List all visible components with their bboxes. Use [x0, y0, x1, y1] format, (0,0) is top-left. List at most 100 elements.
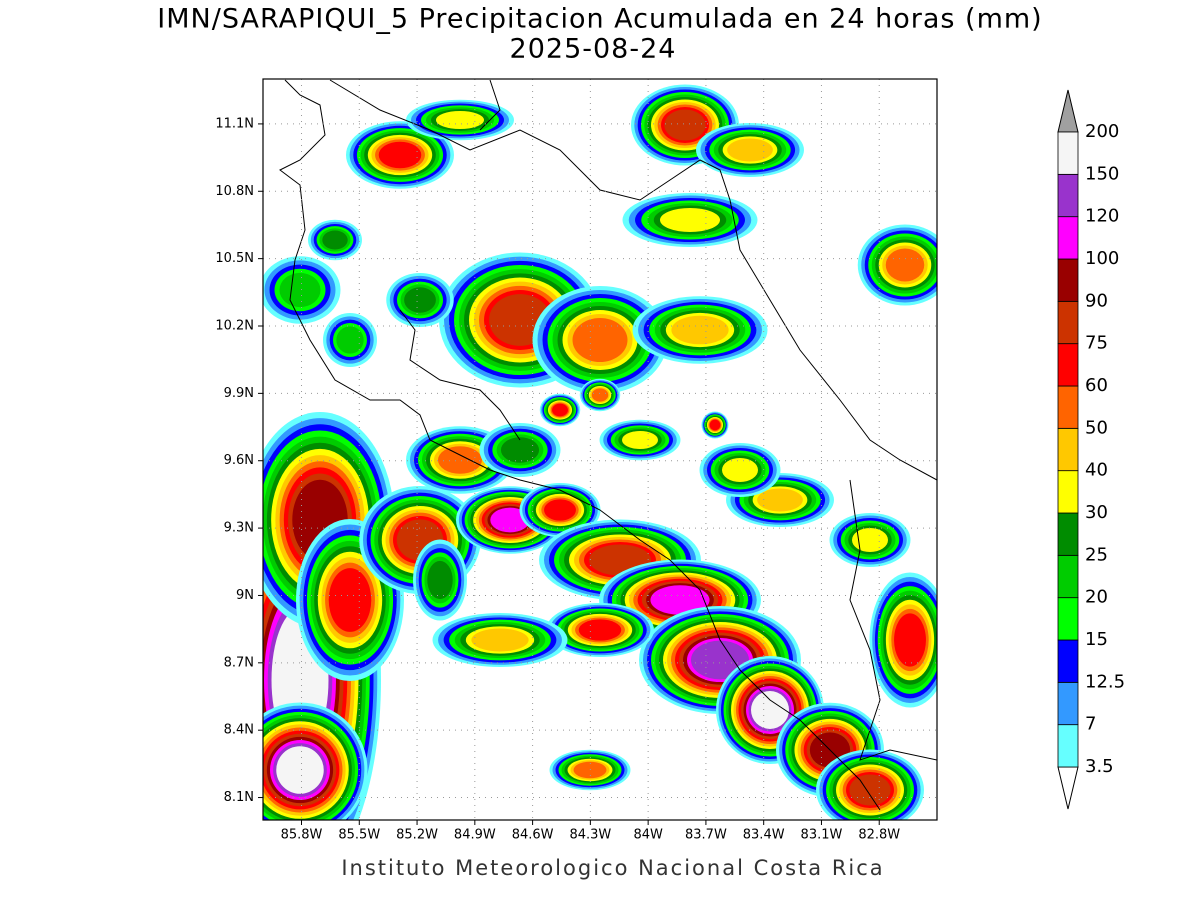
colorbar-box — [1057, 173, 1079, 218]
colorbar-label: 3.5 — [1085, 756, 1114, 777]
lat-tick-label: 8.4N — [224, 723, 254, 738]
colorbar-label: 30 — [1085, 502, 1108, 523]
lon-tick-label: 84.9W — [454, 828, 496, 843]
lon-tick-label: 84W — [633, 828, 663, 843]
lon-tick-label: 85.2W — [396, 828, 438, 843]
colorbar-box — [1057, 216, 1079, 260]
lat-tick-label: 9.6N — [224, 453, 254, 468]
colorbar-box — [1057, 639, 1079, 683]
precip-blob — [709, 419, 721, 431]
precip-blob — [849, 774, 891, 806]
precip-blob — [650, 585, 710, 615]
colorbar-label: 20 — [1085, 587, 1108, 608]
precip-blob — [336, 326, 364, 354]
colorbar-label: 25 — [1085, 544, 1108, 565]
title: IMN/SARAPIQUI_5 Precipitacion Acumulada … — [157, 4, 1042, 35]
precip-blob — [622, 431, 658, 449]
precip-blob — [591, 388, 609, 402]
precip-blob — [490, 507, 530, 533]
precip-blob — [436, 111, 484, 129]
lat-tick-label: 8.1N — [224, 790, 254, 805]
colorbar-label: 40 — [1085, 460, 1108, 481]
colorbar-box — [1057, 385, 1079, 429]
lon-tick-label: 85.8W — [281, 828, 323, 843]
precip-blob — [322, 230, 348, 250]
precip-blob — [500, 437, 540, 463]
precip-blob — [404, 287, 436, 313]
lat-tick-label: 10.5N — [215, 251, 254, 266]
colorbar-box — [1057, 597, 1079, 641]
pacific-coast — [279, 79, 881, 811]
lake-border — [479, 79, 501, 131]
colorbar-box — [1057, 724, 1079, 768]
colorbar-label: 12.5 — [1085, 671, 1125, 692]
lat-tick-label: 8.7N — [224, 655, 254, 670]
lat-tick-label: 10.2N — [215, 319, 254, 334]
coastline — [279, 79, 937, 811]
precip-blob — [664, 109, 706, 141]
precip-blob — [757, 488, 803, 512]
lat-tick-label: 11.1N — [215, 116, 254, 131]
precip-blob — [572, 318, 628, 362]
colorbar-box — [1057, 554, 1079, 599]
lat-tick-label: 9.3N — [224, 521, 254, 536]
colorbar-box — [1057, 300, 1079, 345]
precip-blob — [727, 138, 773, 162]
colorbar-box — [1057, 343, 1079, 387]
precip-blob — [573, 761, 607, 779]
colorbar-label: 200 — [1085, 121, 1119, 142]
border-south — [849, 479, 937, 761]
colorbar-label: 90 — [1085, 290, 1108, 311]
border-north — [329, 79, 937, 481]
colorbar-over — [1057, 89, 1079, 133]
lon-tick-label: 83.7W — [685, 828, 727, 843]
map-frame — [262, 78, 938, 821]
precip-blob — [427, 560, 453, 600]
lon-tick-label: 83.1W — [801, 828, 843, 843]
lat-tick-label: 9N — [236, 588, 254, 603]
colorbar-under — [1057, 766, 1079, 810]
colorbar-box — [1057, 470, 1079, 514]
precip-blob — [671, 315, 729, 345]
colorbar-box — [1057, 427, 1079, 472]
lon-tick-label: 84.3W — [569, 828, 611, 843]
colorbar-label: 150 — [1085, 163, 1119, 184]
precip-blob — [885, 248, 925, 282]
precip-blob — [552, 403, 568, 417]
footer: Instituto Meteorologico Nacional Costa R… — [341, 856, 884, 880]
precip-blob — [471, 628, 529, 652]
colorbar-box — [1057, 681, 1079, 726]
precip-blob — [378, 141, 422, 169]
colorbar-label: 15 — [1085, 629, 1108, 650]
lon-tick-label: 84.6W — [512, 828, 554, 843]
colorbar-label: 120 — [1085, 206, 1119, 227]
colorbar-label: 60 — [1085, 375, 1108, 396]
map-field — [263, 79, 937, 820]
precip-blob — [894, 613, 926, 667]
subtitle: 2025-08-24 — [510, 34, 677, 65]
precip-blob — [751, 691, 789, 729]
precip-blob — [722, 458, 758, 482]
lon-tick-label: 83.4W — [743, 828, 785, 843]
colorbar-label: 50 — [1085, 417, 1108, 438]
colorbar-box — [1057, 131, 1079, 175]
lon-tick-label: 82.8W — [858, 828, 900, 843]
precip-blob — [438, 446, 482, 474]
precip-blob — [328, 568, 372, 632]
precip-blob — [852, 528, 888, 552]
lon-tick-label: 85.5W — [338, 828, 380, 843]
colorbar-label: 75 — [1085, 333, 1108, 354]
colorbar-box — [1057, 258, 1079, 302]
precip-blob — [544, 499, 576, 521]
lat-tick-label: 10.8N — [215, 184, 254, 199]
colorbar-label: 7 — [1085, 714, 1096, 735]
colorbar-label: 100 — [1085, 248, 1119, 269]
precip-blob — [279, 272, 321, 308]
precip-blob — [276, 746, 324, 794]
lat-tick-label: 9.9N — [224, 386, 254, 401]
colorbar-box — [1057, 512, 1079, 556]
nicoya-coast — [399, 309, 521, 441]
precip-blob — [660, 208, 720, 232]
precip-blob — [578, 619, 622, 641]
